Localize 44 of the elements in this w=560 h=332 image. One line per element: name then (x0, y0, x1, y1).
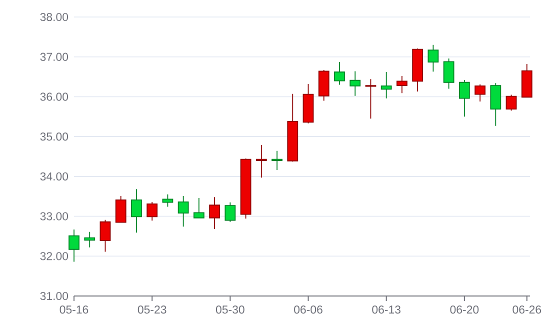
x-tick-label: 05-30 (216, 306, 244, 314)
candlestick (396, 76, 408, 94)
x-tick-label: 06-26 (512, 306, 542, 314)
candlestick (209, 196, 220, 230)
x-tick-label: 05-16 (60, 306, 88, 314)
candlestick (287, 93, 298, 162)
y-tick-label: 31.00 (40, 292, 68, 300)
candlestick (178, 196, 189, 228)
candlestick (115, 196, 126, 223)
candlestick (380, 72, 392, 99)
candlestick (240, 158, 252, 220)
candlestick (193, 198, 204, 218)
candlestick (506, 94, 517, 112)
candlestick (334, 62, 345, 86)
candlestick (84, 231, 96, 248)
candlestick (443, 58, 454, 90)
y-tick-label: 38.00 (40, 12, 68, 22)
x-tick-label: 05-23 (138, 306, 166, 314)
candlestick (272, 150, 282, 171)
candlestick (458, 80, 470, 118)
candlestick (162, 194, 174, 208)
candlestick (256, 144, 267, 178)
x-tick-label: 06-13 (372, 306, 400, 314)
y-tick-label: 37.00 (40, 52, 68, 61)
candlestick (318, 70, 330, 102)
candlestick (490, 82, 502, 126)
candlestick (428, 44, 439, 72)
candlestick (412, 48, 424, 92)
y-tick-label: 34.00 (40, 172, 68, 180)
candlestick (350, 70, 361, 96)
y-tick-label: 32.00 (40, 252, 68, 260)
x-tick-label: 06-06 (294, 306, 322, 314)
candlestick (224, 202, 236, 222)
candlestick (68, 228, 80, 262)
y-tick-label: 36.00 (40, 92, 68, 101)
candlestick (521, 64, 532, 98)
candlestick (302, 84, 314, 124)
x-tick-label: 06-20 (450, 306, 479, 314)
candlestick (100, 219, 111, 252)
y-tick-label: 35.00 (40, 132, 68, 141)
y-tick-label: 33.00 (40, 212, 68, 220)
candlestick (131, 188, 142, 234)
candlestick (146, 201, 158, 222)
candlestick (474, 84, 486, 102)
